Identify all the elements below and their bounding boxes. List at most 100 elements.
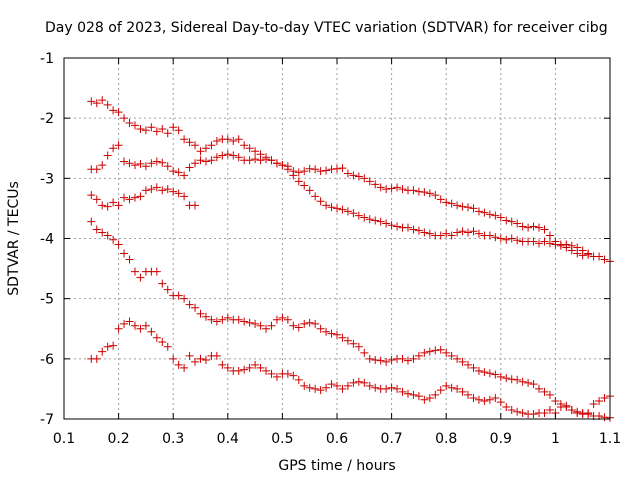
data-point — [267, 321, 276, 330]
data-point — [207, 315, 216, 324]
data-point — [474, 366, 483, 375]
y-tick-label: -6 — [40, 352, 54, 368]
data-point — [496, 234, 505, 243]
data-point — [365, 354, 374, 363]
data-point — [349, 378, 358, 387]
data-point — [92, 99, 101, 108]
data-point — [545, 390, 554, 399]
data-point — [229, 137, 238, 146]
data-point — [191, 141, 200, 150]
data-point — [496, 372, 505, 381]
data-point — [240, 141, 249, 150]
data-point — [169, 123, 178, 132]
data-point — [120, 319, 129, 328]
data-point — [234, 366, 243, 375]
data-point — [174, 360, 183, 369]
data-point — [578, 410, 587, 419]
data-point — [414, 392, 423, 401]
data-point — [158, 158, 167, 167]
data-point — [136, 324, 145, 333]
data-point — [507, 234, 516, 243]
data-point — [262, 324, 271, 333]
data-point — [480, 368, 489, 377]
data-point — [147, 159, 156, 168]
data-point — [376, 217, 385, 226]
data-point — [152, 157, 161, 166]
data-point — [256, 156, 265, 165]
data-point — [589, 399, 598, 408]
data-point — [529, 410, 538, 419]
data-point — [371, 356, 380, 365]
data-point — [403, 223, 412, 232]
data-point — [513, 407, 522, 416]
data-point — [245, 318, 254, 327]
data-point — [212, 153, 221, 162]
data-point — [251, 319, 260, 328]
data-point — [174, 126, 183, 135]
data-point — [311, 384, 320, 393]
data-point — [420, 348, 429, 357]
data-point — [518, 377, 527, 386]
data-point — [354, 172, 363, 181]
data-point — [502, 235, 511, 244]
data-point — [174, 291, 183, 300]
data-point — [453, 354, 462, 363]
data-point — [267, 369, 276, 378]
data-point — [311, 165, 320, 174]
data-point — [103, 100, 112, 109]
data-point — [600, 393, 609, 402]
x-tick-label: 1.1 — [599, 431, 621, 447]
data-point — [147, 123, 156, 132]
data-point — [130, 193, 139, 202]
data-point — [180, 294, 189, 303]
data-point — [556, 402, 565, 411]
data-point — [425, 229, 434, 238]
data-point — [409, 390, 418, 399]
data-point — [218, 360, 227, 369]
data-point — [507, 405, 516, 414]
data-point — [201, 157, 210, 166]
data-point — [458, 357, 467, 366]
data-point — [387, 383, 396, 392]
data-point — [240, 365, 249, 374]
data-point — [245, 156, 254, 165]
data-point — [141, 126, 150, 135]
data-point — [316, 324, 325, 333]
data-point — [343, 207, 352, 216]
data-point — [98, 347, 107, 356]
data-point — [272, 372, 281, 381]
x-tick-label: 0.5 — [271, 431, 293, 447]
data-point — [152, 183, 161, 192]
data-point — [256, 321, 265, 330]
data-point — [152, 127, 161, 136]
data-point — [294, 375, 303, 384]
data-point — [480, 208, 489, 217]
data-point — [229, 151, 238, 160]
data-point — [333, 204, 341, 213]
data-point — [152, 267, 161, 276]
data-point — [584, 249, 593, 258]
y-tick-label: -1 — [40, 51, 54, 67]
data-point — [114, 324, 123, 333]
data-point — [453, 384, 462, 393]
data-point — [218, 315, 227, 324]
data-point — [360, 378, 369, 387]
data-point — [485, 395, 494, 404]
data-point — [322, 327, 331, 336]
data-point — [398, 387, 407, 396]
data-point — [163, 129, 172, 138]
data-point — [529, 237, 538, 246]
data-point — [453, 228, 462, 237]
data-point — [289, 321, 298, 330]
data-point — [469, 227, 478, 236]
data-point — [393, 384, 402, 393]
data-point — [251, 360, 260, 369]
data-point — [354, 211, 363, 220]
data-point — [98, 161, 107, 170]
data-point — [595, 252, 604, 261]
data-point — [212, 351, 221, 360]
data-point — [92, 354, 101, 363]
data-point — [414, 187, 423, 196]
data-point — [196, 354, 205, 363]
